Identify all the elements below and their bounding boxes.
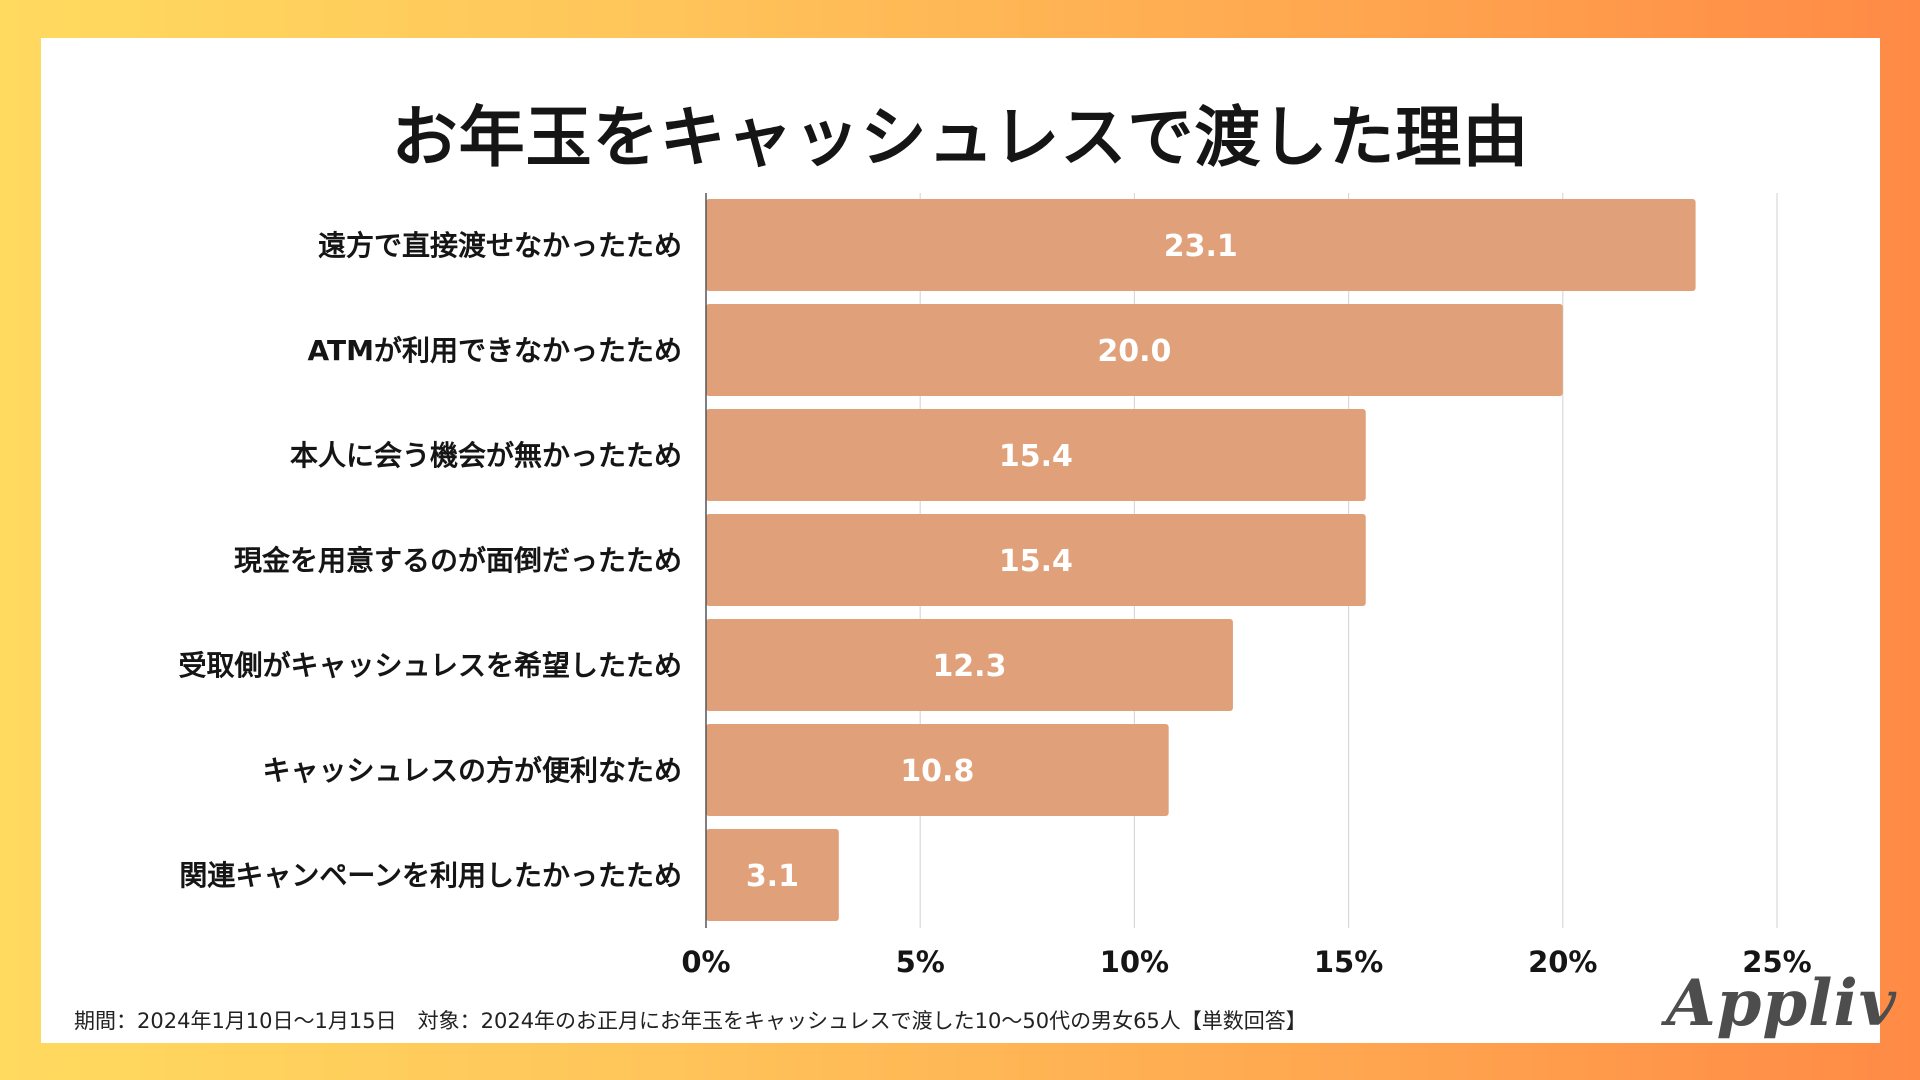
bar-1 — [706, 199, 1696, 291]
chart-title: お年玉をキャッシュレスで渡した理由 — [391, 99, 1530, 176]
category-label-7: 関連キャンペーンを利用したかったため — [179, 859, 682, 892]
bar-value-label-4: 15.4 — [999, 544, 1073, 579]
appliv-logo: Appliv — [1666, 966, 1897, 1041]
bar-4 — [706, 514, 1366, 606]
bar-value-label-2: 20.0 — [1097, 334, 1171, 369]
category-label-1: 遠方で直接渡せなかったため — [318, 229, 682, 262]
bar-value-label-6: 10.8 — [900, 754, 974, 789]
bar-2 — [706, 304, 1563, 396]
bar-value-label-3: 15.4 — [999, 439, 1073, 474]
bar-value-label-7: 3.1 — [746, 859, 799, 894]
category-label-2: ATMが利用できなかったため — [308, 334, 682, 367]
x-tick-label-15: 15% — [1314, 945, 1383, 979]
bar-chart: 23.1 遠方で直接渡せなかったため 20.0 ATMが利用できなかったため 15.4 本… — [179, 193, 1812, 979]
bar-6 — [706, 724, 1169, 816]
x-tick-label-0: 0% — [681, 945, 730, 979]
bar-7 — [706, 829, 839, 921]
bar-value-label-5: 12.3 — [932, 649, 1006, 684]
category-label-3: 本人に会う機会が無かったため — [290, 439, 682, 472]
x-tick-label-10: 10% — [1100, 945, 1169, 979]
x-tick-label-25: 25% — [1742, 945, 1811, 979]
category-label-4: 現金を用意するのが面倒だったため — [234, 544, 682, 577]
x-tick-label-5: 5% — [896, 945, 945, 979]
bar-value-label-1: 23.1 — [1164, 229, 1238, 264]
x-tick-label-20: 20% — [1528, 945, 1597, 979]
bar-3 — [706, 409, 1366, 501]
bar-5 — [706, 619, 1233, 711]
category-label-6: キャッシュレスの方が便利なため — [263, 754, 682, 787]
survey-footnote: 期間：2024年1月10日〜1月15日 対象：2024年のお正月にお年玉をキャッ… — [74, 1009, 1307, 1033]
category-label-5: 受取側がキャッシュレスを希望したため — [179, 649, 682, 682]
chart-card: お年玉をキャッシュレスで渡した理由 23.1 遠方で直接渡せなかったため 20.0 A… — [41, 38, 1896, 1043]
